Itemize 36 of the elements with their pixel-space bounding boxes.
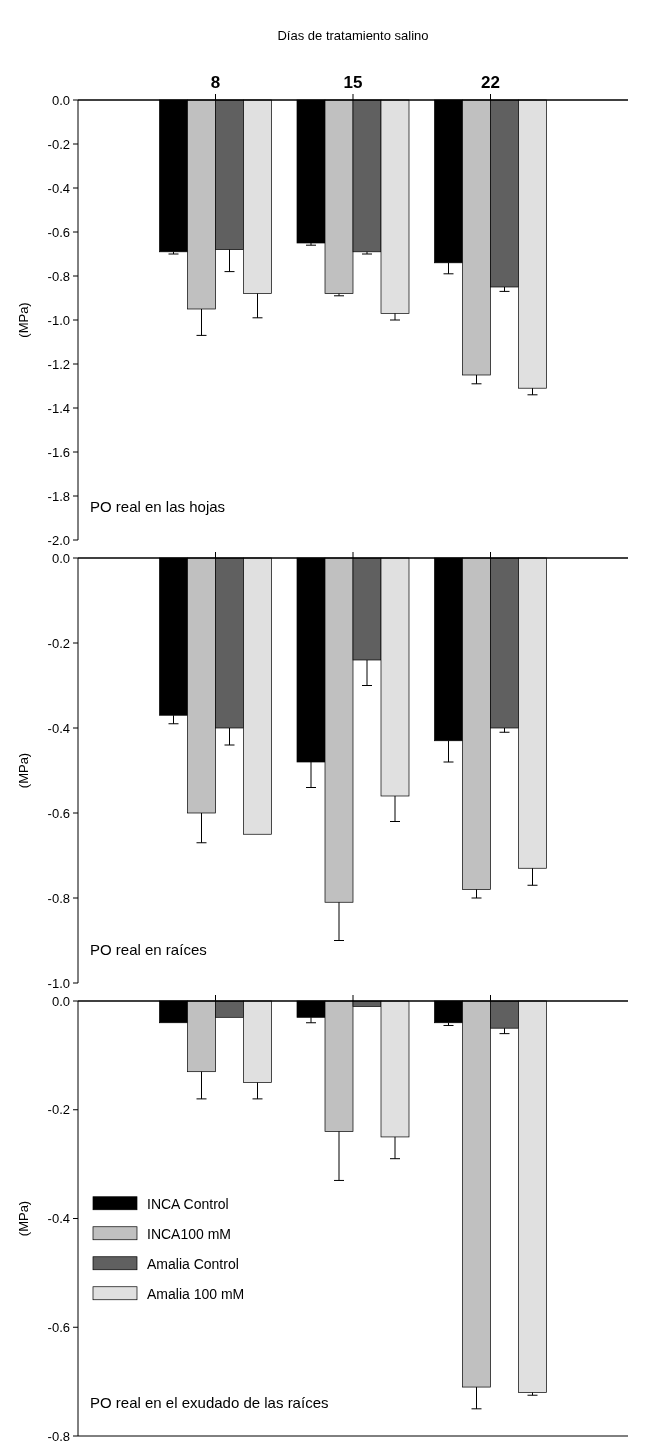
x-tick-label: 15	[343, 73, 363, 92]
y-axis-title: (MPa)	[16, 752, 31, 789]
legend-label: INCA Control	[147, 1195, 229, 1212]
y-tick-label: -1.8	[47, 488, 70, 504]
y-axis-title: (MPa)	[16, 302, 31, 338]
y-tick-label: -1.2	[47, 356, 70, 372]
y-tick-label: -0.2	[47, 635, 70, 651]
y-tick-label: -0.6	[47, 805, 70, 821]
y-tick-label: -1.0	[47, 312, 70, 328]
y-tick-label: 0.0	[51, 993, 70, 1009]
y-tick-label: -0.8	[47, 268, 70, 284]
y-tick-label: 0.0	[51, 550, 70, 566]
annotation: PO real en el exudado de las raíces	[90, 1394, 329, 1411]
y-tick-label: -0.2	[47, 136, 70, 152]
x-tick-label: 22	[481, 73, 500, 92]
y-tick-label: -0.6	[47, 1319, 70, 1335]
y-tick-label: -1.6	[47, 444, 70, 460]
y-tick-label: -1.4	[47, 400, 70, 416]
y-tick-label: -0.4	[47, 180, 70, 196]
y-tick-label: -0.4	[47, 720, 70, 736]
annotation: PO real en las hojas	[90, 498, 226, 515]
y-tick-label: -0.8	[47, 1428, 70, 1444]
legend-label: INCA100 mM	[147, 1225, 232, 1242]
y-axis-title: (MPa)	[16, 1200, 31, 1237]
x-axis-title: Días de tratamiento salino	[277, 28, 429, 43]
y-tick-label: 0.0	[51, 92, 70, 108]
x-tick-label: 8	[210, 73, 221, 92]
y-tick-label: -1.0	[47, 975, 70, 991]
y-tick-label: -0.8	[47, 890, 70, 906]
annotation: PO real en raíces	[90, 941, 207, 958]
legend-label: Amalia 100 mM	[147, 1285, 245, 1302]
y-tick-label: -2.0	[47, 532, 70, 548]
legend-label: Amalia Control	[147, 1255, 239, 1272]
y-tick-label: -0.2	[47, 1102, 70, 1118]
y-tick-label: -0.6	[47, 224, 70, 240]
y-tick-label: -0.4	[47, 1211, 70, 1227]
